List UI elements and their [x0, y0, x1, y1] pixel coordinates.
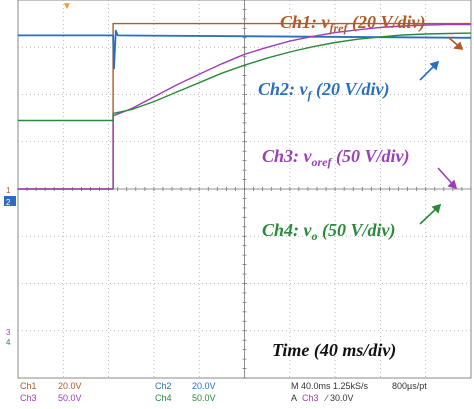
ch2-annotation: Ch2: vf (20 V/div) [258, 79, 390, 102]
ch1-annotation: Ch1: vfref (20 V/div) [280, 12, 426, 35]
ch4-marker: 4 [6, 338, 11, 347]
readout-ch2-scale: 20.0V [192, 381, 216, 391]
readout-trigger-channel: Ch3 [302, 393, 319, 403]
trigger-position-marker: ▼ [62, 1, 72, 12]
trace-ch3 [18, 23, 471, 190]
readout-trigger-level: ∕ 30.0V [324, 393, 354, 403]
ch3-arrowhead [447, 179, 458, 190]
ch1-arrowhead [453, 41, 464, 50]
ch2-marker-box [4, 196, 16, 206]
channel-markers: 1 2 3 4 [4, 186, 16, 347]
readout-resolution: 800µs/pt [392, 381, 427, 391]
ch1-marker: 1 [6, 186, 11, 195]
ch3-marker: 3 [6, 328, 11, 337]
ch4-arrowhead [431, 203, 442, 214]
readout-ch4-scale: 50.0V [192, 393, 216, 403]
annotations: Ch1: vfref (20 V/div) Ch2: vf (20 V/div)… [258, 12, 464, 361]
ch2-marker: 2 [6, 198, 11, 207]
readout-ch2: Ch2 [155, 381, 172, 391]
readout-ch3-scale: 50.0V [58, 393, 82, 403]
readout-trigger-prefix: A [291, 393, 297, 403]
trace-ch2 [18, 29, 472, 70]
trace-ch4 [18, 32, 472, 122]
readout-ch4: Ch4 [155, 393, 172, 403]
ch4-annotation: Ch4: vo (50 V/div) [262, 220, 396, 243]
readout-ch1: Ch1 [20, 381, 37, 391]
ch2-arrowhead [429, 60, 440, 71]
ch3-annotation: Ch3: voref (50 V/div) [262, 146, 410, 169]
readout-ch3: Ch3 [20, 393, 37, 403]
readout-timebase: M 40.0ms 1.25kS/s [291, 381, 369, 391]
readout-ch1-scale: 20.0V [58, 381, 82, 391]
time-axis-annotation: Time (40 ms/div) [272, 340, 396, 361]
traces [18, 22, 472, 190]
scope-readout: Ch1 20.0V Ch3 50.0V Ch2 20.0V Ch4 50.0V … [20, 381, 427, 403]
